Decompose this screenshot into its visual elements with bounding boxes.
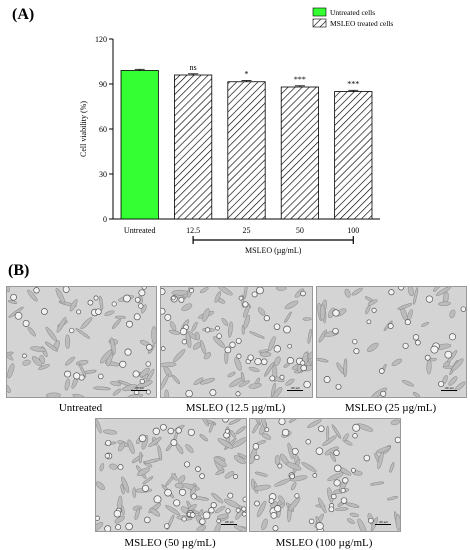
cell-texture (96, 419, 246, 531)
significance-label: *** (294, 75, 306, 84)
y-axis-label: Cell viability (%) (79, 101, 88, 157)
significance-label: * (245, 70, 249, 79)
bar-untreated (120, 70, 159, 220)
panel-label-a: (A) (12, 6, 35, 23)
micrograph-image (6, 286, 157, 398)
micrograph-caption: MSLEO (50 µg/mL) (124, 537, 216, 549)
cell-texture (7, 287, 156, 397)
y-tick-label: 60 (99, 125, 107, 134)
bar-12.5 (174, 74, 213, 220)
legend-swatch (312, 7, 327, 17)
bar-25 (227, 81, 266, 220)
y-tick-label: 0 (103, 215, 107, 224)
bar-50 (280, 86, 319, 220)
bar-chart: 0 30 60 90 120 Cell viability (%) MSLEO (µg/mL… (79, 7, 393, 255)
y-tick-label: 120 (95, 35, 107, 44)
x-axis-label: MSLEO (µg/mL) (245, 246, 302, 255)
scale-bar-label: 100 µm (134, 386, 144, 390)
micrograph-caption: Untreated (58, 402, 103, 414)
micrograph-caption: MSLEO (25 µg/mL) (344, 402, 437, 414)
scale-bar (221, 524, 237, 525)
micrograph-image (249, 418, 401, 532)
y-tick-label: 90 (99, 80, 107, 89)
micrograph-caption: MSLEO (12.5 µg/mL) (185, 402, 286, 414)
y-tick-label: 30 (99, 170, 107, 179)
scale-bar (441, 390, 457, 391)
scale-bar-label: 100 µm (290, 386, 300, 390)
scale-bar-label: 100 µm (378, 520, 388, 524)
micrograph-image (316, 286, 467, 398)
significance-label: *** (347, 79, 359, 88)
micrograph-caption: MSLEO (100 µg/mL) (275, 537, 373, 549)
bar-100 (334, 91, 373, 220)
legend-swatch (312, 18, 327, 28)
scale-bar-label: 100 µm (444, 386, 454, 390)
significance-label: ns (190, 63, 197, 72)
x-tick-label: 50 (296, 226, 304, 235)
x-tick-label: 25 (243, 226, 251, 235)
x-tick-label: Untreated (124, 226, 156, 235)
scale-bar-label: 100 µm (224, 520, 234, 524)
x-tick-label: 12.5 (186, 226, 200, 235)
cell-texture (317, 287, 466, 397)
panel-label-b: (B) (8, 262, 30, 279)
scale-bar (375, 524, 391, 525)
legend-label: MSLEO treated cells (330, 19, 393, 28)
cell-texture (161, 287, 312, 397)
micrograph-image (95, 418, 247, 532)
legend-label: Untreated cells (330, 8, 375, 17)
scale-bar (131, 390, 147, 391)
micrograph-image (160, 286, 313, 398)
x-tick-label: 100 (347, 226, 359, 235)
scale-bar (287, 390, 303, 391)
cell-texture (250, 419, 400, 531)
